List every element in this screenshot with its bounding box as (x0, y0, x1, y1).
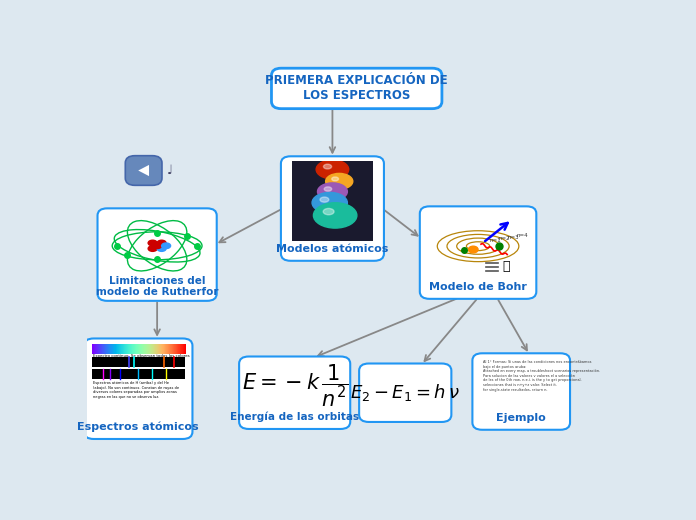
FancyBboxPatch shape (97, 209, 216, 301)
FancyBboxPatch shape (281, 157, 384, 261)
Text: ♩: ♩ (167, 164, 173, 177)
Text: Limitaciones del
modelo de Rutherfor: Limitaciones del modelo de Rutherfor (96, 276, 219, 297)
Text: Ejemplo: Ejemplo (496, 413, 546, 423)
FancyBboxPatch shape (84, 339, 193, 439)
Polygon shape (139, 165, 149, 176)
FancyBboxPatch shape (125, 155, 162, 185)
Text: Energía de las orbitas: Energía de las orbitas (230, 412, 359, 422)
FancyBboxPatch shape (420, 206, 537, 299)
FancyBboxPatch shape (271, 68, 442, 109)
Text: Espectros atómicos: Espectros atómicos (77, 422, 199, 432)
Text: Modelo de Bohr: Modelo de Bohr (429, 282, 527, 292)
FancyBboxPatch shape (473, 353, 570, 430)
Text: PRIEMERA EXPLICACIÓN DE
LOS ESPECTROS: PRIEMERA EXPLICACIÓN DE LOS ESPECTROS (265, 74, 448, 102)
Text: 👤: 👤 (503, 260, 510, 273)
FancyBboxPatch shape (359, 363, 452, 422)
FancyBboxPatch shape (239, 357, 350, 429)
Text: Modelos atómicos: Modelos atómicos (276, 244, 388, 254)
